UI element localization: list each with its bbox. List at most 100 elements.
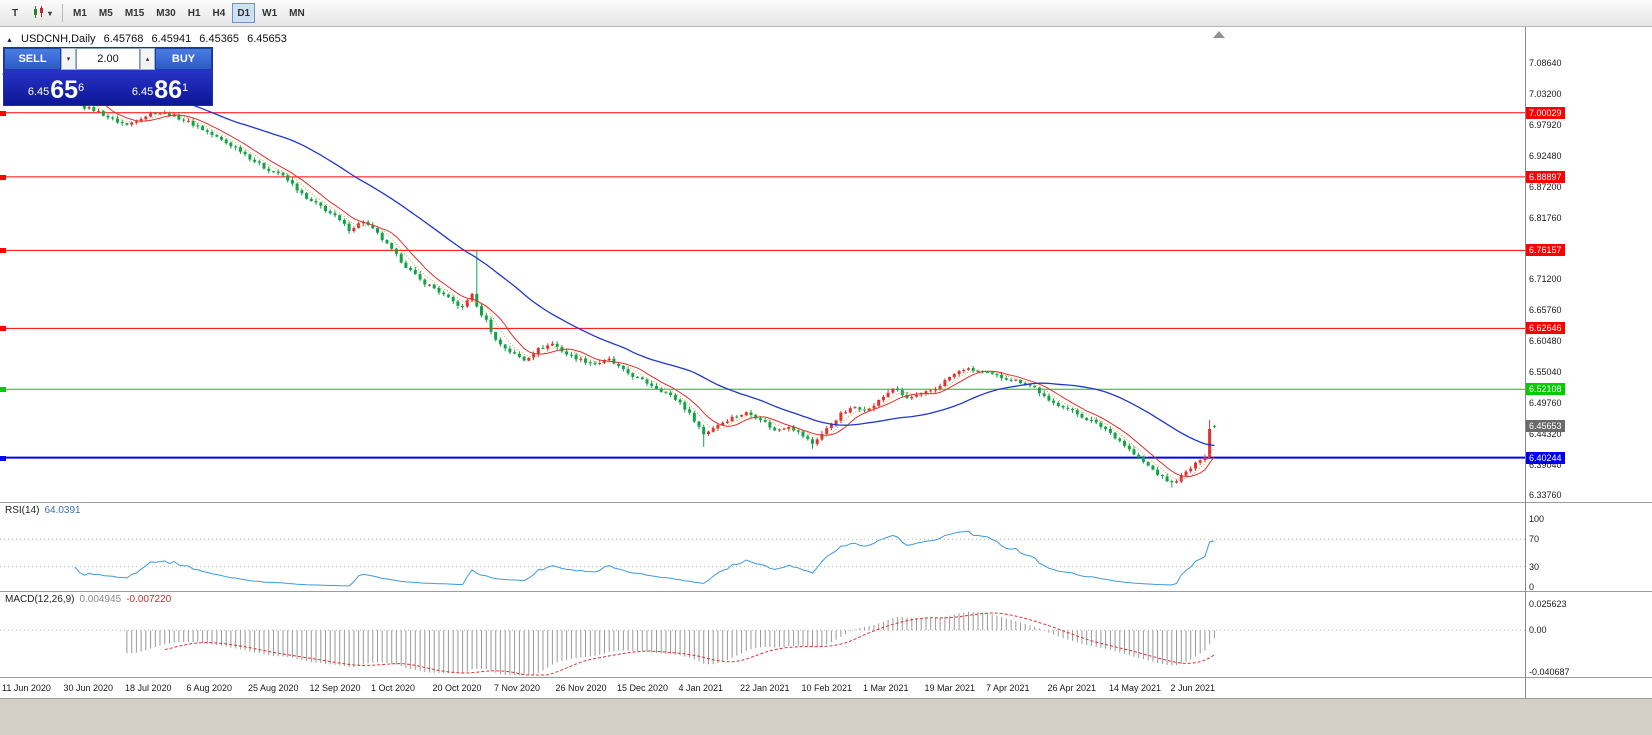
- time-axis[interactable]: 11 Jun 2020 30 Jun 2020 18 Jul 2020 6 Aug 2…: [0, 678, 1652, 699]
- price-axis-tick: 6.71200: [1529, 274, 1562, 284]
- price-level-label: 6.62646: [1526, 322, 1565, 334]
- time-axis-label: 12 Sep 2020: [309, 683, 361, 693]
- macd-axis-tick: 0.00: [1529, 625, 1547, 635]
- timeframe-button-m30[interactable]: M30: [151, 3, 180, 23]
- price-axis-border: [1525, 27, 1526, 699]
- price-level-left-marker: [0, 326, 6, 331]
- price-axis-tick: 6.55040: [1529, 367, 1562, 377]
- rsi-line: [74, 530, 1215, 587]
- buy-price-display[interactable]: 6.45 86 1: [131, 76, 189, 104]
- pointer-tool-button[interactable]: T: [4, 3, 26, 23]
- ohlc-close: 6.45653: [247, 33, 287, 45]
- time-axis-label: 10 Feb 2021: [801, 683, 853, 693]
- time-axis-label: 19 Mar 2021: [924, 683, 976, 693]
- ma-fast-line: [22, 68, 1215, 480]
- timeframe-button-mn[interactable]: MN: [284, 3, 310, 23]
- macd-chart-canvas[interactable]: [0, 592, 1525, 677]
- time-axis-label: 6 Aug 2020: [186, 683, 233, 693]
- collapse-chart-icon[interactable]: ▲: [6, 37, 13, 44]
- rsi-axis-tick: 70: [1529, 534, 1540, 544]
- price-axis-tick: 6.33760: [1529, 490, 1562, 500]
- ohlc-high: 6.45941: [151, 33, 192, 45]
- rsi-axis-tick: 30: [1529, 562, 1540, 572]
- macd-axis-tick: 0.025623: [1529, 599, 1567, 609]
- rsi-chart-canvas[interactable]: [0, 503, 1525, 591]
- symbol-period-label: USDCNH,Daily: [21, 33, 96, 45]
- timeframe-button-m1[interactable]: M1: [68, 3, 92, 23]
- price-chart-canvas[interactable]: [0, 27, 1525, 502]
- price-axis-tick: 7.03200: [1529, 89, 1562, 99]
- time-axis-label: 4 Jan 2021: [678, 683, 724, 693]
- price-level-left-marker: [0, 248, 6, 253]
- chart-shift-marker-icon: [1213, 31, 1225, 38]
- timeframe-button-m15[interactable]: M15: [120, 3, 149, 23]
- chevron-down-icon: ▾: [48, 8, 53, 18]
- timeframe-button-m5[interactable]: M5: [94, 3, 118, 23]
- price-axis-tick: 6.39040: [1529, 460, 1562, 470]
- price-level-label: 6.76157: [1526, 244, 1565, 256]
- time-axis-label: 26 Apr 2021: [1047, 683, 1097, 693]
- price-chart-pane: [0, 27, 1652, 503]
- toolbar-separator: [62, 4, 64, 22]
- time-axis-label: 25 Aug 2020: [248, 683, 299, 693]
- volume-decrease-button[interactable]: ▾: [61, 48, 76, 70]
- macd-signal-line: [164, 612, 1215, 676]
- time-axis-label: 7 Apr 2021: [986, 683, 1030, 693]
- timeframe-button-h1[interactable]: H1: [183, 3, 206, 23]
- current-price-label: 6.45653: [1526, 420, 1565, 432]
- ma-mid-line: [37, 69, 1215, 478]
- volume-input[interactable]: [76, 48, 140, 70]
- price-level-left-marker: [0, 175, 6, 180]
- rsi-indicator-pane: [0, 503, 1652, 592]
- price-axis-tick: 6.92480: [1529, 151, 1562, 161]
- toolbar: T ▾ M1 M5 M15 M30 H1 H4 D1 W1 MN: [0, 0, 1652, 27]
- price-level-label: 6.52108: [1526, 383, 1565, 395]
- price-axis-tick: 7.08640: [1529, 58, 1562, 68]
- price-level-left-marker: [0, 456, 6, 461]
- time-axis-label: 1 Mar 2021: [863, 683, 909, 693]
- time-axis-label: 1 Oct 2020: [371, 683, 416, 693]
- price-axis-tick: 6.87200: [1529, 182, 1562, 192]
- price-axis-tick: 6.44320: [1529, 429, 1562, 439]
- rsi-label: RSI(14) 64.0391: [5, 505, 81, 516]
- time-axis-label: 2 Jun 2021: [1170, 683, 1216, 693]
- price-level-left-marker: [0, 111, 6, 116]
- chart-type-button[interactable]: ▾: [28, 3, 57, 23]
- macd-label: MACD(12,26,9) 0.004945 -0.007220: [5, 594, 172, 605]
- price-level-label: 6.88897: [1526, 171, 1565, 183]
- time-axis-label: 22 Jan 2021: [740, 683, 790, 693]
- chart-header: ▲ USDCNH,Daily 6.45768 6.45941 6.45365 6…: [6, 33, 292, 45]
- time-axis-label: 18 Jul 2020: [125, 683, 172, 693]
- timeframe-button-w1[interactable]: W1: [257, 3, 282, 23]
- one-click-trading-panel: SELL ▾ ▴ BUY 6.45 65 6 6.45 86 1: [3, 47, 213, 106]
- ohlc-low: 6.45365: [199, 33, 240, 45]
- price-axis-tick: 6.49760: [1529, 398, 1562, 408]
- sell-price-display[interactable]: 6.45 65 6: [27, 76, 85, 104]
- time-axis-label: 15 Dec 2020: [617, 683, 669, 693]
- candlestick-chart-icon: [33, 5, 46, 21]
- volume-increase-button[interactable]: ▴: [140, 48, 155, 70]
- time-axis-label: 11 Jun 2020: [2, 683, 51, 693]
- ohlc-open: 6.45768: [103, 33, 144, 45]
- price-axis-tick: 6.81760: [1529, 213, 1562, 223]
- time-axis-label: 26 Nov 2020: [555, 683, 607, 693]
- ma-slow-line: [159, 95, 1215, 447]
- price-level-left-marker: [0, 387, 6, 392]
- price-axis-tick: 6.97920: [1529, 120, 1562, 130]
- timeframe-button-d1[interactable]: D1: [232, 3, 256, 23]
- sell-button[interactable]: SELL: [4, 48, 61, 70]
- window-background: [0, 699, 1652, 735]
- macd-indicator-pane: [0, 592, 1652, 678]
- time-axis-label: 14 May 2021: [1109, 683, 1162, 693]
- rsi-axis-tick: 100: [1529, 514, 1545, 524]
- timeframe-button-h4[interactable]: H4: [208, 3, 231, 23]
- macd-axis-tick: -0.040687: [1529, 667, 1570, 677]
- rsi-axis-tick: 0: [1529, 582, 1535, 592]
- price-level-label: 7.00029: [1526, 107, 1565, 119]
- time-axis-label: 7 Nov 2020: [494, 683, 541, 693]
- buy-button[interactable]: BUY: [155, 48, 212, 70]
- price-axis-tick: 6.65760: [1529, 305, 1562, 315]
- price-level-label: 6.40244: [1526, 452, 1565, 464]
- time-axis-label: 20 Oct 2020: [432, 683, 482, 693]
